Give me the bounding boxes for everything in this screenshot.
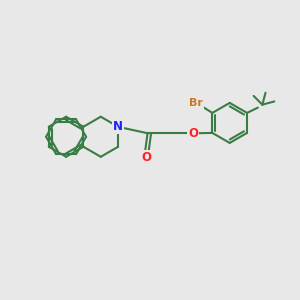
Text: O: O xyxy=(188,127,198,140)
Text: O: O xyxy=(141,151,152,164)
Text: N: N xyxy=(113,120,123,133)
Text: Br: Br xyxy=(189,98,203,109)
